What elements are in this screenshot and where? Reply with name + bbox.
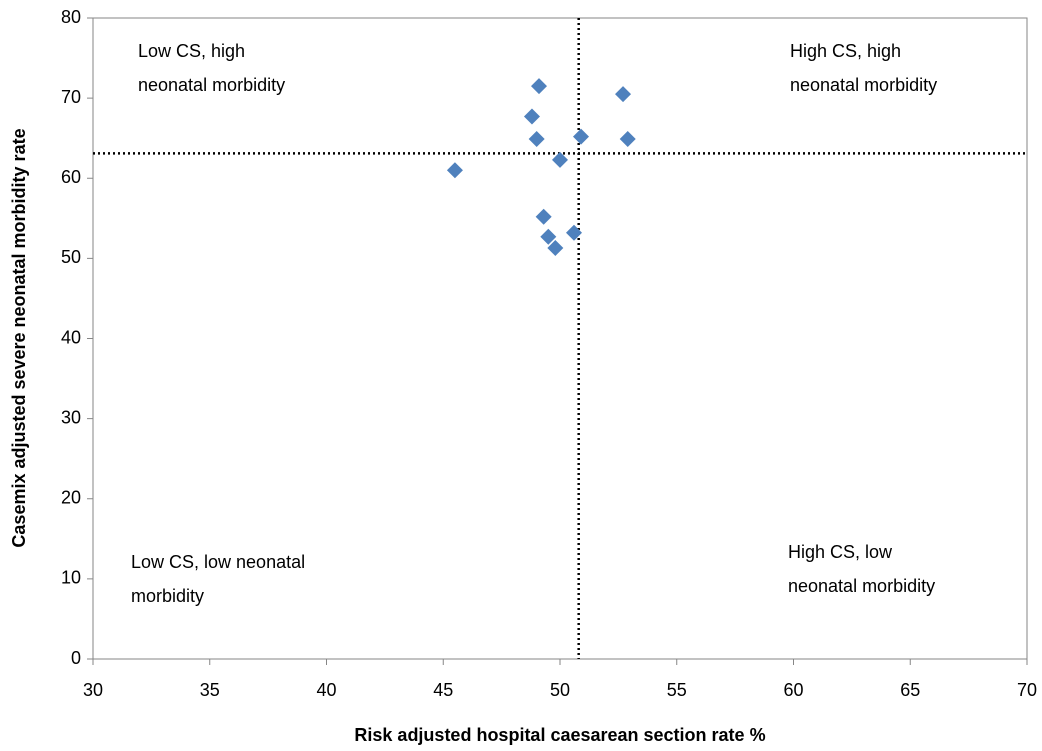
y-tick-label: 80 [61,7,81,27]
point [547,239,564,256]
quadrant-label: neonatal morbidity [788,576,935,596]
point [528,130,545,147]
x-tick-label: 55 [667,680,687,700]
x-tick-label: 65 [900,680,920,700]
y-tick-label: 50 [61,247,81,267]
quadrant-label: Low CS, low neonatal [131,552,305,572]
y-tick-label: 40 [61,327,81,347]
x-axis-title: Risk adjusted hospital caesarean section… [354,725,765,745]
y-tick-label: 10 [61,568,81,588]
y-tick-label: 70 [61,87,81,107]
x-tick-label: 70 [1017,680,1037,700]
point [523,108,540,125]
y-axis-title: Casemix adjusted severe neonatal morbidi… [9,128,29,547]
quadrant-label: neonatal morbidity [790,75,937,95]
x-tick-label: 50 [550,680,570,700]
y-tick-label: 30 [61,407,81,427]
quadrant-label: High CS, high [790,41,901,61]
x-tick-label: 45 [433,680,453,700]
point [573,128,590,145]
y-tick-label: 20 [61,488,81,508]
point [566,224,583,241]
quadrant-label: morbidity [131,586,204,606]
quadrant-label: Low CS, high [138,41,245,61]
x-tick-label: 35 [200,680,220,700]
point [535,208,552,225]
quadrant-label: neonatal morbidity [138,75,285,95]
point [446,162,463,179]
y-tick-label: 60 [61,167,81,187]
x-tick-label: 40 [316,680,336,700]
x-tick-label: 60 [783,680,803,700]
point [530,78,547,95]
x-tick-label: 30 [83,680,103,700]
point [540,228,557,245]
point [619,130,636,147]
quadrant-label: High CS, low [788,542,893,562]
y-tick-label: 0 [71,648,81,668]
point [552,151,568,168]
point [615,86,632,103]
